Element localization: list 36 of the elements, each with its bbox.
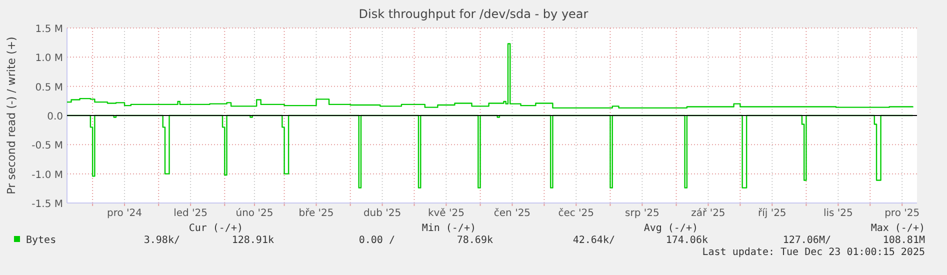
text: 78.69k [456,235,493,246]
text: 3.98k/ [144,235,180,246]
chart-title: Disk throughput for /dev/sda - by year [358,7,588,21]
x-tick-label: bře '25 [298,208,334,219]
x-tick-label: říj '25 [758,208,786,219]
text: 42.64k/ [572,235,615,246]
text: 128.91k [232,235,274,246]
y-tick-label: -0.5 M [32,140,63,152]
x-tick-label: pro '24 [107,208,142,219]
text: Min (-/+) [422,223,476,234]
text: Last update: Tue Dec 23 01:00:15 2025 [702,247,925,258]
y-tick-label: -1.5 M [32,199,63,210]
x-tick-label: úno '25 [236,208,274,219]
x-tick-label: zář '25 [691,208,726,219]
x-tick-label: čec '25 [558,208,594,219]
y-axis-title: Pr second read (-) / write (+) [5,36,18,194]
x-tick-label: kvě '25 [428,208,464,219]
x-tick-label: led '25 [174,208,208,219]
text: Max (-/+) [870,223,925,234]
legend-label: Bytes [26,235,56,246]
text: 108.81M [882,235,925,246]
x-tick-label: čen '25 [494,208,531,219]
text: Avg (-/+) [644,223,698,234]
y-tick-label: 1.0 M [35,53,63,64]
x-tick-label: pro '25 [884,208,920,219]
text: 174.06k [666,235,708,246]
x-tick-label: srp '25 [625,208,660,219]
y-tick-label: 0.0 [47,112,63,122]
x-tick-label: dub '25 [363,208,402,219]
y-tick-label: 0.5 M [35,82,63,94]
text: 127.06M/ [782,235,831,246]
y-tick-label: 1.5 M [35,24,63,35]
text: Cur (-/+) [188,223,243,234]
y-tick-label: -1.0 M [32,170,63,181]
x-tick-label: lis '25 [823,208,853,219]
text: 0.00 / [358,235,395,246]
